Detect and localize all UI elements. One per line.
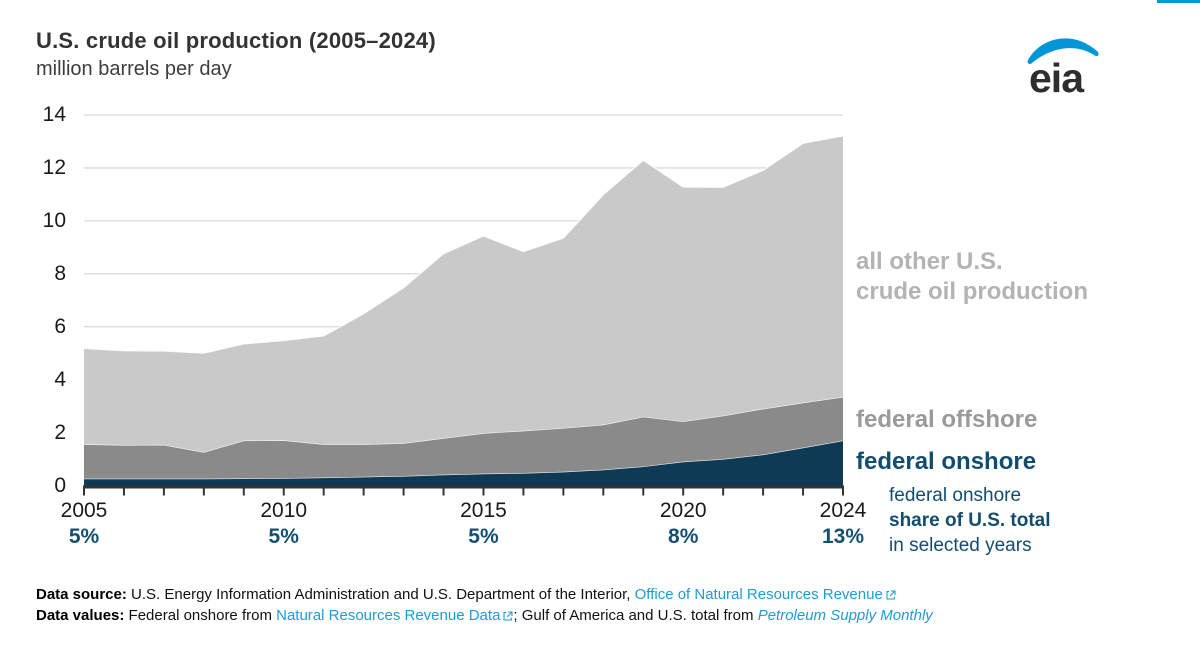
top-accent-bar: [1157, 0, 1200, 3]
footer-sources: Data source: U.S. Energy Information Adm…: [36, 584, 933, 626]
data-values-line: Data values: Federal onshore from Natura…: [36, 605, 933, 626]
legend-federal-offshore: federal offshore: [856, 406, 1038, 433]
data-source-label: Data source:: [36, 586, 127, 603]
nrrd-link[interactable]: Natural Resources Revenue Data: [276, 607, 501, 624]
y-axis-label: 14: [42, 103, 66, 126]
x-axis-label: 2010: [260, 499, 308, 522]
chart-units-subtitle: million barrels per day: [36, 58, 232, 80]
eia-logo-swoosh-icon: [1027, 38, 1099, 64]
share-note-line3: in selected years: [889, 535, 1032, 556]
area-federal-onshore: [84, 440, 843, 486]
x-axis-label: 2015: [460, 499, 507, 522]
external-link-icon: [503, 606, 513, 627]
area-federal-offshore: [84, 396, 843, 479]
legend-all-other-line1: all other U.S.: [856, 248, 1003, 275]
area-all-other-U-S-crude-oil-production: [84, 135, 843, 453]
share-percentage-label: 13%: [821, 525, 865, 548]
eia-logo-text: eia: [1029, 55, 1085, 98]
x-axis-label: 2024: [819, 499, 867, 522]
onrr-link[interactable]: Office of Natural Resources Revenue: [634, 586, 883, 603]
share-note-line2: share of U.S. total: [889, 510, 1051, 531]
y-axis-label: 12: [42, 155, 66, 179]
y-axis-label: 4: [54, 367, 66, 391]
y-axis-label: 0: [54, 473, 66, 497]
y-axis-label: 10: [42, 208, 66, 232]
y-axis-label: 8: [54, 261, 66, 285]
external-link-icon: [886, 585, 896, 606]
data-values-text2: ; Gulf of America and U.S. total from: [513, 607, 758, 624]
data-source-text: U.S. Energy Information Administration a…: [126, 586, 635, 603]
legend-federal-onshore: federal onshore: [856, 448, 1037, 475]
area-top-edge: [83, 135, 844, 354]
share-note-line1: federal onshore: [889, 485, 1022, 506]
x-axis-label: 2020: [659, 499, 707, 522]
chart-title: U.S. crude oil production (2005–2024): [36, 28, 436, 53]
y-axis-label: 2: [54, 420, 66, 444]
data-values-text1: Federal onshore from: [124, 607, 277, 624]
legend-all-other-production: all other U.S. crude oil production: [856, 247, 1088, 307]
share-percentage-label: 8%: [668, 525, 699, 548]
share-percentage-label: 5%: [268, 525, 299, 548]
y-axis-label: 6: [54, 314, 66, 338]
data-source-line: Data source: U.S. Energy Information Adm…: [36, 584, 933, 605]
legend-all-other-line2: crude oil production: [856, 278, 1088, 305]
x-axis-label: 2005: [60, 499, 108, 522]
share-percentage-label: 5%: [468, 525, 499, 548]
data-values-label: Data values:: [36, 607, 125, 624]
eia-logo: eia: [1027, 38, 1099, 98]
psm-link[interactable]: Petroleum Supply Monthly: [757, 607, 933, 624]
share-annotation-note: federal onshore share of U.S. total in s…: [889, 483, 1051, 558]
share-percentage-label: 5%: [68, 525, 100, 548]
